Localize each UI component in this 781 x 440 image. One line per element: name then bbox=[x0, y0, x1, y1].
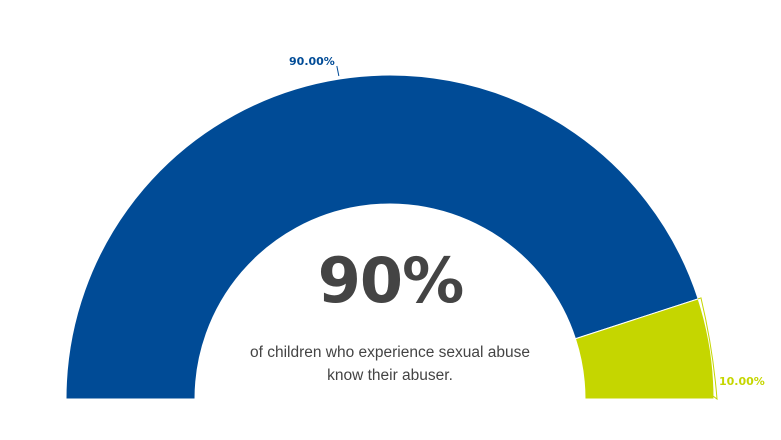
center-caption: of children who experience sexual abuse … bbox=[190, 341, 590, 387]
data-label-0: 90.00% bbox=[289, 55, 335, 68]
slice-0[interactable] bbox=[65, 74, 699, 400]
connector-0 bbox=[336, 65, 340, 77]
data-label-1: 10.00% bbox=[719, 375, 765, 388]
caption-line-1: of children who experience sexual abuse bbox=[249, 344, 531, 361]
center-value: 90% bbox=[317, 244, 464, 317]
connector-1 bbox=[697, 297, 718, 401]
slice-1[interactable] bbox=[574, 298, 715, 400]
caption-line-2: know their abuser. bbox=[327, 367, 453, 384]
